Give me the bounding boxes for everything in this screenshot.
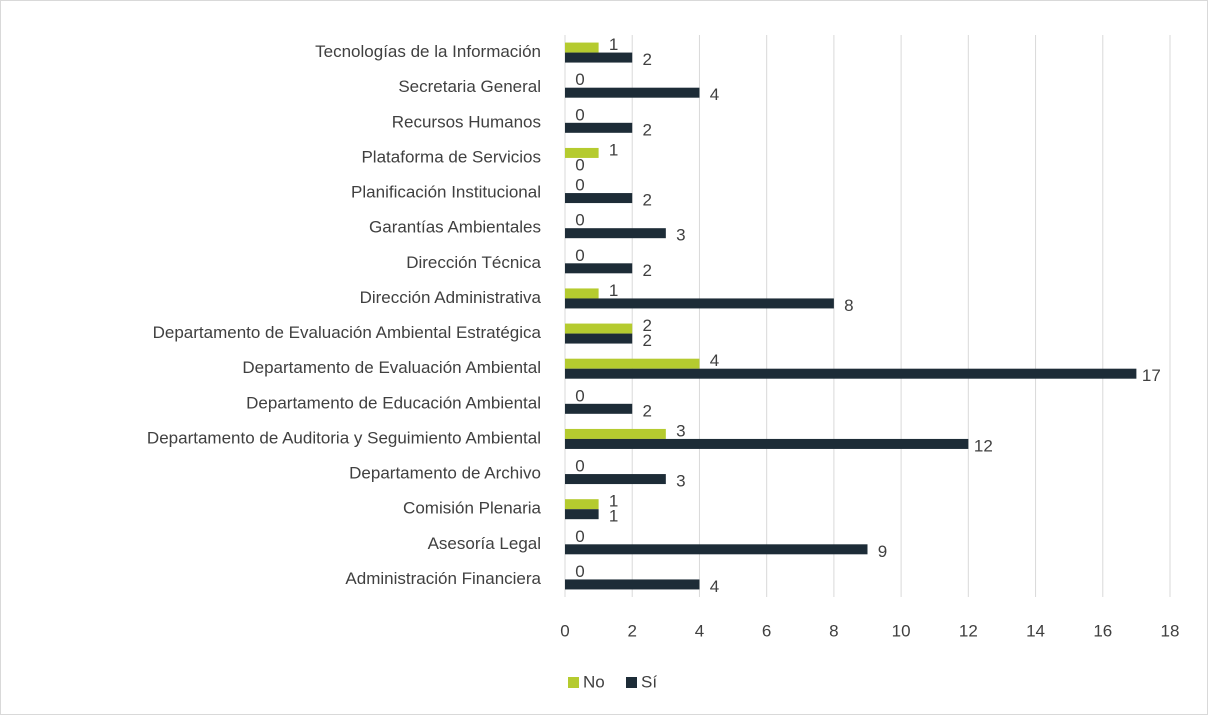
- data-label: 1: [609, 507, 618, 526]
- y-tick-label: Asesoría Legal: [428, 534, 541, 553]
- data-label: 3: [676, 421, 685, 440]
- bar: [565, 499, 599, 510]
- y-tick-label: Dirección Técnica: [406, 253, 541, 272]
- data-label: 0: [575, 105, 584, 124]
- data-label: 0: [575, 246, 584, 265]
- data-label: 2: [642, 191, 651, 210]
- data-label: 4: [710, 85, 719, 104]
- data-label: 2: [642, 401, 651, 420]
- data-label: 0: [575, 457, 584, 476]
- y-tick-label: Administración Financiera: [345, 569, 541, 588]
- bar: [565, 368, 1137, 379]
- data-label: 1: [609, 140, 618, 159]
- data-label: 3: [676, 472, 685, 491]
- bar: [565, 428, 666, 439]
- bar: [565, 298, 834, 309]
- bar: [565, 438, 969, 449]
- legend-label: No: [583, 672, 605, 691]
- data-label: 2: [642, 331, 651, 350]
- bar: [565, 42, 599, 53]
- data-label: 0: [575, 386, 584, 405]
- y-tick-label: Departamento de Educación Ambiental: [246, 393, 541, 412]
- data-label: 0: [575, 211, 584, 230]
- data-label: 0: [575, 70, 584, 89]
- bar: [565, 333, 633, 344]
- bar: [565, 193, 633, 204]
- y-tick-label: Departamento de Auditoria y Seguimiento …: [147, 428, 541, 447]
- y-tick-label: Recursos Humanos: [392, 112, 541, 131]
- data-label: 17: [1142, 366, 1161, 385]
- data-label: 2: [642, 261, 651, 280]
- data-label: 8: [844, 296, 853, 315]
- bar: [565, 52, 633, 63]
- data-label: 12: [974, 436, 993, 455]
- x-tick-label: 18: [1161, 621, 1180, 640]
- y-tick-label: Dirección Administrativa: [360, 288, 542, 307]
- y-tick-label: Departamento de Evaluación Ambiental Est…: [153, 323, 542, 342]
- data-label: 2: [642, 316, 651, 335]
- data-label: 1: [609, 281, 618, 300]
- x-tick-label: 6: [762, 621, 771, 640]
- data-label: 4: [710, 351, 719, 370]
- data-label: 0: [575, 155, 584, 174]
- bar: [565, 509, 599, 520]
- y-tick-label: Tecnologías de la Información: [315, 42, 541, 61]
- x-tick-label: 12: [959, 621, 978, 640]
- bar: [565, 358, 700, 369]
- y-tick-label: Departamento de Evaluación Ambiental: [242, 358, 541, 377]
- y-tick-label: Plataforma de Servicios: [361, 147, 541, 166]
- data-label: 2: [642, 120, 651, 139]
- x-tick-label: 16: [1093, 621, 1112, 640]
- x-tick-label: 0: [560, 621, 569, 640]
- legend-label: Sí: [641, 672, 657, 691]
- legend-swatch: [568, 677, 579, 688]
- y-tick-label: Departamento de Archivo: [349, 464, 541, 483]
- data-label: 9: [878, 542, 887, 561]
- y-tick-label: Planificación Institucional: [351, 183, 541, 202]
- bar: [565, 263, 633, 274]
- x-tick-label: 8: [829, 621, 838, 640]
- x-tick-label: 2: [627, 621, 636, 640]
- bar: [565, 122, 633, 133]
- legend-swatch: [626, 677, 637, 688]
- bar: [565, 474, 666, 485]
- data-label: 1: [609, 492, 618, 511]
- data-label: 0: [575, 562, 584, 581]
- y-tick-label: Garantías Ambientales: [369, 218, 541, 237]
- x-tick-label: 4: [695, 621, 704, 640]
- x-tick-label: 14: [1026, 621, 1045, 640]
- bar: [565, 579, 700, 590]
- data-label: 0: [575, 176, 584, 195]
- bar: [565, 87, 700, 98]
- data-label: 1: [609, 35, 618, 54]
- bar: [565, 228, 666, 239]
- x-tick-label: 10: [892, 621, 911, 640]
- bar: [565, 403, 633, 414]
- data-label: 3: [676, 226, 685, 245]
- y-tick-label: Secretaria General: [398, 77, 541, 96]
- y-tick-label: Comisión Plenaria: [403, 499, 541, 518]
- bar: [565, 323, 633, 334]
- data-label: 0: [575, 527, 584, 546]
- bar: [565, 544, 868, 555]
- data-label: 2: [642, 50, 651, 69]
- bar: [565, 147, 599, 158]
- bar: [565, 288, 599, 299]
- data-label: 4: [710, 577, 719, 596]
